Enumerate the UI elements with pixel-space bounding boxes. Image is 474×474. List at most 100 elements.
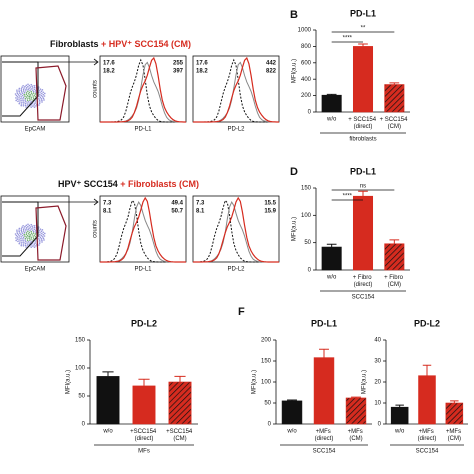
- y-tick-label: 400: [301, 77, 312, 83]
- x-tick-label-line: +MFs: [446, 429, 463, 435]
- dot: [19, 232, 21, 234]
- dot: [25, 106, 27, 108]
- dot: [33, 86, 36, 89]
- dot: [29, 102, 32, 104]
- dot: [34, 93, 37, 95]
- dot: [20, 103, 23, 105]
- x-tick-label: w/o: [394, 429, 405, 435]
- dot: [38, 242, 41, 245]
- gate-mfi: 49.4: [171, 201, 183, 207]
- dot: [39, 231, 41, 234]
- dot: [17, 234, 20, 236]
- dot: [32, 232, 35, 234]
- dot: [32, 239, 34, 241]
- x-tick-label: + Fibro (direct): [353, 275, 374, 288]
- dot: [18, 90, 21, 93]
- dot: [18, 99, 20, 101]
- dot: [26, 244, 29, 246]
- group-label: SCC154: [313, 449, 336, 455]
- dot: [26, 102, 28, 104]
- dot: [43, 95, 46, 97]
- histogram-curve: [193, 56, 279, 123]
- dot: [21, 241, 23, 244]
- dot-xlabel: EpCAM: [25, 267, 46, 273]
- dot: [20, 93, 22, 96]
- dot: [33, 94, 36, 97]
- dot: [24, 85, 26, 88]
- y-tick-label: 800: [301, 44, 312, 50]
- dot: [39, 93, 41, 96]
- x-tick-label-line: +SCC154: [166, 429, 194, 435]
- dot: [28, 239, 31, 241]
- dot: [25, 96, 28, 98]
- dot: [20, 237, 22, 240]
- dot: [40, 230, 43, 233]
- dot: [25, 100, 27, 103]
- dot: [24, 95, 26, 97]
- group-label: SCC154: [352, 295, 375, 301]
- dot: [32, 96, 35, 98]
- dot: [25, 91, 28, 94]
- histogram-ylabel: counts: [93, 80, 99, 98]
- x-tick-label-line: + SCC154: [348, 117, 378, 123]
- dot: [33, 224, 35, 227]
- dot: [15, 239, 17, 242]
- bar: [281, 400, 303, 425]
- bar: [321, 94, 342, 113]
- y-tick-label: 0: [268, 422, 272, 428]
- dot: [32, 230, 35, 233]
- dot: [17, 100, 19, 103]
- dot: [26, 104, 29, 106]
- x-tick-label-line: + Fibro: [353, 275, 374, 281]
- dot: [24, 99, 26, 101]
- dot: [24, 97, 27, 100]
- dot: [42, 233, 45, 236]
- dot: [27, 88, 29, 91]
- bar: [352, 46, 374, 113]
- x-tick-label: + Fibro (CM): [384, 275, 405, 288]
- dot-plot-frame: [0, 195, 70, 263]
- dot: [26, 98, 29, 100]
- dot: [25, 231, 28, 234]
- dot: [30, 83, 33, 86]
- dot: [30, 246, 33, 248]
- dot: [16, 232, 19, 235]
- y-axis-label: MFI(a.u.): [66, 370, 72, 394]
- x-tick-label-line: (direct): [354, 282, 373, 288]
- histogram-xlabel: PD-L1: [134, 127, 152, 133]
- dot: [21, 234, 24, 237]
- dot: [26, 238, 29, 240]
- histogram-curve: [100, 56, 186, 123]
- dot-xlabel: EpCAM: [25, 127, 46, 133]
- dot: [16, 238, 19, 240]
- significance-label: ns: [360, 184, 366, 190]
- dot: [30, 236, 33, 239]
- dot: [19, 241, 21, 243]
- error-bar: [326, 93, 337, 96]
- dot: [30, 232, 33, 235]
- bar: [96, 376, 120, 425]
- dot: [28, 237, 31, 240]
- group-label: MFs: [138, 449, 150, 455]
- x-tick-label-line: +MFs: [316, 429, 333, 435]
- error-bar: [138, 378, 150, 386]
- gate-percent: 17.6: [196, 61, 208, 67]
- histogram-ylabel: counts: [93, 220, 99, 238]
- y-tick-label: 30: [374, 359, 381, 365]
- y-tick-label: 150: [261, 359, 272, 365]
- dot: [38, 102, 41, 105]
- y-tick-label: 150: [75, 338, 86, 344]
- y-tick-label: 0: [82, 422, 86, 428]
- x-tick-label: w/o: [286, 429, 297, 435]
- dot: [25, 93, 28, 96]
- x-tick-label: +MFs (CM): [348, 429, 365, 442]
- x-tick-label-line: (CM): [388, 282, 401, 288]
- dot: [28, 97, 31, 100]
- dot: [39, 241, 41, 243]
- dot: [20, 244, 23, 247]
- dot: [15, 237, 17, 239]
- dot: [28, 227, 30, 229]
- bar: [384, 243, 405, 271]
- error-bar: [422, 364, 432, 376]
- dot: [38, 95, 40, 98]
